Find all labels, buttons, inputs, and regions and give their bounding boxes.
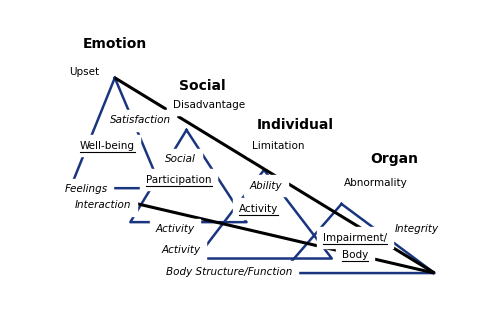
Text: Social: Social xyxy=(165,154,196,164)
Text: Integrity: Integrity xyxy=(395,224,439,234)
Text: Organ: Organ xyxy=(370,152,418,166)
Text: Well-being: Well-being xyxy=(80,141,134,151)
Text: Activity: Activity xyxy=(161,245,200,255)
Text: Body: Body xyxy=(342,250,368,260)
Text: Abnormality: Abnormality xyxy=(344,178,407,188)
Text: Limitation: Limitation xyxy=(252,141,305,151)
Text: Disadvantage: Disadvantage xyxy=(173,100,245,110)
Text: Individual: Individual xyxy=(256,118,334,132)
Text: Interaction: Interaction xyxy=(75,200,132,210)
Text: Upset: Upset xyxy=(69,67,100,77)
Text: Activity: Activity xyxy=(238,204,278,214)
Text: Impairment/: Impairment/ xyxy=(323,233,387,243)
Text: Feelings: Feelings xyxy=(64,184,108,194)
Text: Ability: Ability xyxy=(250,181,282,191)
Text: Body Structure/Function: Body Structure/Function xyxy=(166,267,292,277)
Text: Activity: Activity xyxy=(156,224,194,234)
Text: Satisfaction: Satisfaction xyxy=(110,115,170,125)
Text: Emotion: Emotion xyxy=(82,37,147,51)
Text: Social: Social xyxy=(178,79,226,93)
Text: Participation: Participation xyxy=(146,175,212,185)
